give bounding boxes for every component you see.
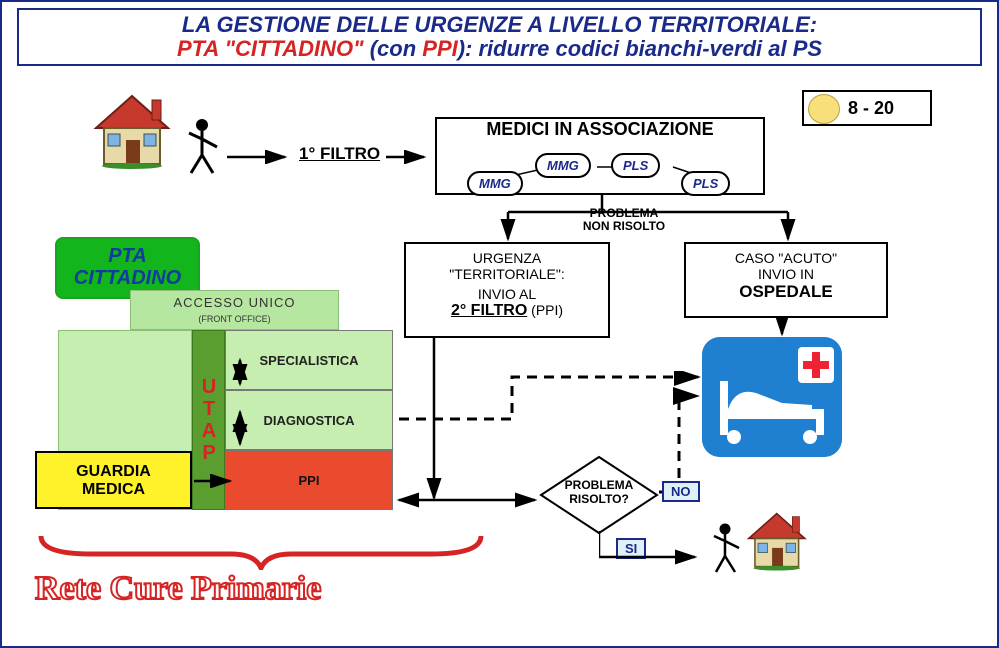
tag-no: NO — [662, 481, 700, 502]
dashed-ppi-to-hospital — [382, 371, 712, 421]
bubble-mmg1: MMG — [467, 171, 523, 196]
cell-diagnostica: DIAGNOSTICA — [225, 390, 393, 450]
title-line2: PTA "CITTADINO" (con PPI): ridurre codic… — [19, 37, 980, 61]
cell-ppi: PPI — [225, 450, 393, 510]
guardia-l2: MEDICA — [82, 481, 145, 498]
diamond-l2: RISOLTO? — [569, 492, 629, 506]
clock-icon — [808, 94, 840, 124]
bubble-pls1: PLS — [611, 153, 660, 178]
guardia-l1: GUARDIA — [76, 463, 151, 480]
arrow-urg-down — [426, 338, 442, 508]
filter1-label: 1° FILTRO — [299, 144, 380, 164]
decision-diamond: PROBLEMA RISOLTO? — [539, 455, 659, 535]
prob-non-l2: NON RISOLTO — [583, 219, 665, 233]
hours-label: 8 - 20 — [848, 98, 894, 118]
acuto-box: CASO "ACUTO" INVIO IN OSPEDALE — [684, 242, 888, 318]
bubble-mmg2: MMG — [535, 153, 591, 178]
brace-icon — [35, 532, 487, 570]
ac-l3: OSPEDALE — [686, 282, 886, 302]
urg-l2: "TERRITORIALE": — [406, 266, 608, 282]
arrow-si-to-home — [599, 531, 709, 571]
hours-box: 8 - 20 — [802, 90, 932, 126]
cell-specialistica: SPECIALISTICA — [225, 330, 393, 390]
pta-l2: CITTADINO — [74, 267, 181, 289]
arrow-ppi-diamond — [393, 492, 543, 508]
urg-l1: URGENZA — [406, 250, 608, 266]
accesso-l1: ACCESSO UNICO — [173, 295, 295, 310]
guardia-to-ppi-arrow — [192, 474, 238, 488]
ac-l1: CASO "ACUTO" — [686, 250, 886, 266]
accesso-l2: (FRONT OFFICE) — [198, 314, 270, 324]
title-box: LA GESTIONE DELLE URGENZE A LIVELLO TERR… — [17, 8, 982, 66]
arrow-to-filter1 — [227, 150, 297, 164]
house-icon — [90, 94, 175, 164]
arrow-filter1-to-medici — [386, 150, 436, 164]
urgenza-box: URGENZA "TERRITORIALE": INVIO AL 2° FILT… — [404, 242, 610, 338]
guardia-box: GUARDIA MEDICA — [35, 451, 192, 509]
person-icon — [187, 117, 227, 182]
urg-l3: INVIO AL — [406, 286, 608, 302]
rete-label: Rete Cure Primarie — [35, 570, 321, 608]
person-home-icon — [712, 522, 748, 581]
title-line1: LA GESTIONE DELLE URGENZE A LIVELLO TERR… — [19, 13, 980, 37]
title-con-open: (con — [364, 36, 423, 61]
hospital-icon — [702, 337, 842, 457]
house-icon-small — [744, 512, 810, 567]
title-rest: ): ridurre codici bianchi-verdi al PS — [458, 36, 822, 61]
accesso-box: ACCESSO UNICO (FRONT OFFICE) — [130, 290, 339, 330]
problem-unresolved: PROBLEMA NON RISOLTO — [554, 207, 694, 233]
bubble-pls2: PLS — [681, 171, 730, 196]
ac-l2: INVIO IN — [686, 266, 886, 282]
urg-filter: 2° FILTRO — [451, 302, 527, 319]
title-pta: PTA "CITTADINO" — [177, 36, 364, 61]
prob-non-l1: PROBLEMA — [590, 206, 659, 220]
diamond-l1: PROBLEMA — [565, 478, 634, 492]
medici-title: MEDICI IN ASSOCIAZIONE — [437, 119, 763, 140]
urg-suffix: (PPI) — [527, 302, 563, 318]
medici-box: MEDICI IN ASSOCIAZIONE MMG MMG PLS PLS — [435, 117, 765, 195]
pta-l1: PTA — [108, 245, 147, 267]
title-ppi: PPI — [422, 36, 457, 61]
utap-inner-arrows — [230, 354, 250, 454]
